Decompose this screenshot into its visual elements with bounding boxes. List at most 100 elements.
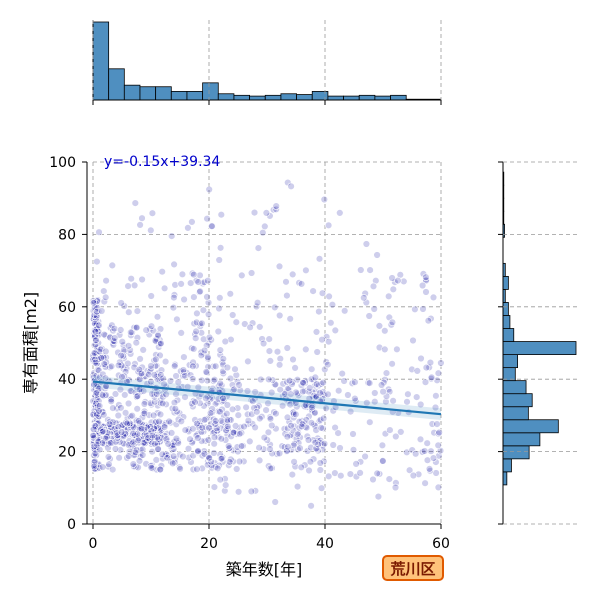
scatter-point: [200, 278, 208, 286]
scatter-point: [235, 381, 243, 389]
scatter-point: [419, 305, 427, 313]
scatter-point: [177, 280, 185, 288]
scatter-point: [139, 387, 148, 395]
scatter-point: [204, 277, 212, 285]
scatter-point: [125, 447, 134, 456]
scatter-point: [262, 406, 270, 414]
scatter-point: [283, 433, 292, 441]
scatter-point: [287, 422, 295, 430]
scatter-point: [320, 440, 329, 448]
scatter-point: [283, 344, 291, 352]
scatter-point: [169, 452, 178, 460]
scatter-point: [211, 463, 220, 471]
scatter-point: [251, 423, 259, 432]
scatter-point: [106, 439, 115, 447]
scatter-point: [426, 358, 435, 367]
scatter-point: [198, 464, 206, 473]
scatter-point: [161, 357, 170, 366]
scatter-point: [186, 371, 195, 379]
scatter-point: [268, 376, 277, 384]
scatter-point: [413, 367, 421, 375]
scatter-point: [429, 293, 438, 302]
scatter-point: [306, 384, 314, 392]
scatter-point: [107, 397, 115, 405]
scatter-point: [91, 328, 100, 336]
scatter-point: [230, 385, 238, 393]
scatter-point: [200, 346, 209, 355]
scatter-point: [203, 376, 212, 385]
scatter-point: [434, 441, 442, 449]
scatter-point: [101, 331, 110, 339]
top-hist-bar: [311, 91, 329, 101]
scatter-point: [322, 404, 330, 412]
scatter-point: [261, 222, 269, 231]
top-hist-bar: [123, 84, 141, 101]
scatter-point: [334, 429, 342, 437]
scatter-point: [116, 326, 125, 334]
scatter-point: [251, 487, 260, 495]
scatter-point: [389, 397, 397, 405]
regression-line-group: [92, 375, 442, 420]
scatter-point: [352, 460, 360, 468]
scatter-point: [114, 411, 123, 420]
scatter-point: [385, 292, 393, 300]
scatter-point: [159, 374, 167, 383]
scatter-point: [231, 365, 239, 373]
scatter-point: [126, 350, 135, 358]
scatter-point: [382, 369, 391, 377]
scatter-point: [186, 435, 194, 443]
scatter-point: [290, 410, 298, 418]
scatter-point: [219, 369, 228, 378]
scatter-point: [153, 313, 162, 321]
scatter-point: [207, 458, 215, 466]
scatter-point: [95, 347, 104, 356]
scatter-point: [308, 365, 316, 373]
scatter-point: [422, 273, 430, 281]
scatter-point: [154, 445, 162, 453]
scatter-point: [132, 339, 141, 347]
scatter-point: [117, 428, 126, 436]
scatter-point: [156, 325, 165, 333]
scatter-point: [101, 374, 110, 382]
scatter-point: [416, 435, 425, 443]
top-hist-bar: [343, 95, 360, 101]
regression-equation: y=-0.15x+39.34: [104, 154, 220, 170]
scatter-point: [108, 261, 117, 270]
scatter-point: [170, 291, 179, 299]
scatter-point: [425, 465, 434, 473]
scatter-point: [184, 445, 193, 453]
scatter-point: [144, 434, 152, 442]
right-hist-bar: [502, 275, 509, 290]
scatter-point: [216, 244, 225, 252]
scatter-point: [307, 419, 316, 427]
scatter-point: [100, 360, 108, 368]
scatter-point: [134, 417, 143, 425]
scatter-point: [176, 465, 184, 473]
scatter-point: [324, 221, 333, 230]
top-hist-bar: [170, 91, 188, 101]
scatter-point: [381, 345, 389, 354]
scatter-point: [171, 405, 180, 413]
scatter-point: [227, 335, 235, 344]
scatter-point: [102, 347, 110, 356]
scatter-point: [174, 439, 182, 447]
scatter-point: [208, 464, 216, 472]
scatter-point: [222, 426, 230, 435]
scatter-point: [427, 373, 436, 382]
scatter-point: [385, 475, 393, 483]
scatter-point: [325, 338, 333, 346]
scatter-point: [172, 372, 180, 380]
scatter-point: [200, 416, 209, 424]
scatter-point: [264, 399, 272, 407]
scatter-point: [177, 329, 185, 337]
scatter-point: [244, 416, 253, 425]
scatter-point: [217, 435, 226, 443]
scatter-point: [325, 472, 333, 480]
scatter-point: [325, 292, 333, 301]
scatter-point: [289, 355, 297, 364]
right-hist-bar: [502, 380, 527, 395]
scatter-point: [221, 337, 230, 346]
scatter-point: [194, 434, 202, 442]
scatter-point: [307, 375, 316, 383]
scatter-point: [430, 429, 438, 437]
